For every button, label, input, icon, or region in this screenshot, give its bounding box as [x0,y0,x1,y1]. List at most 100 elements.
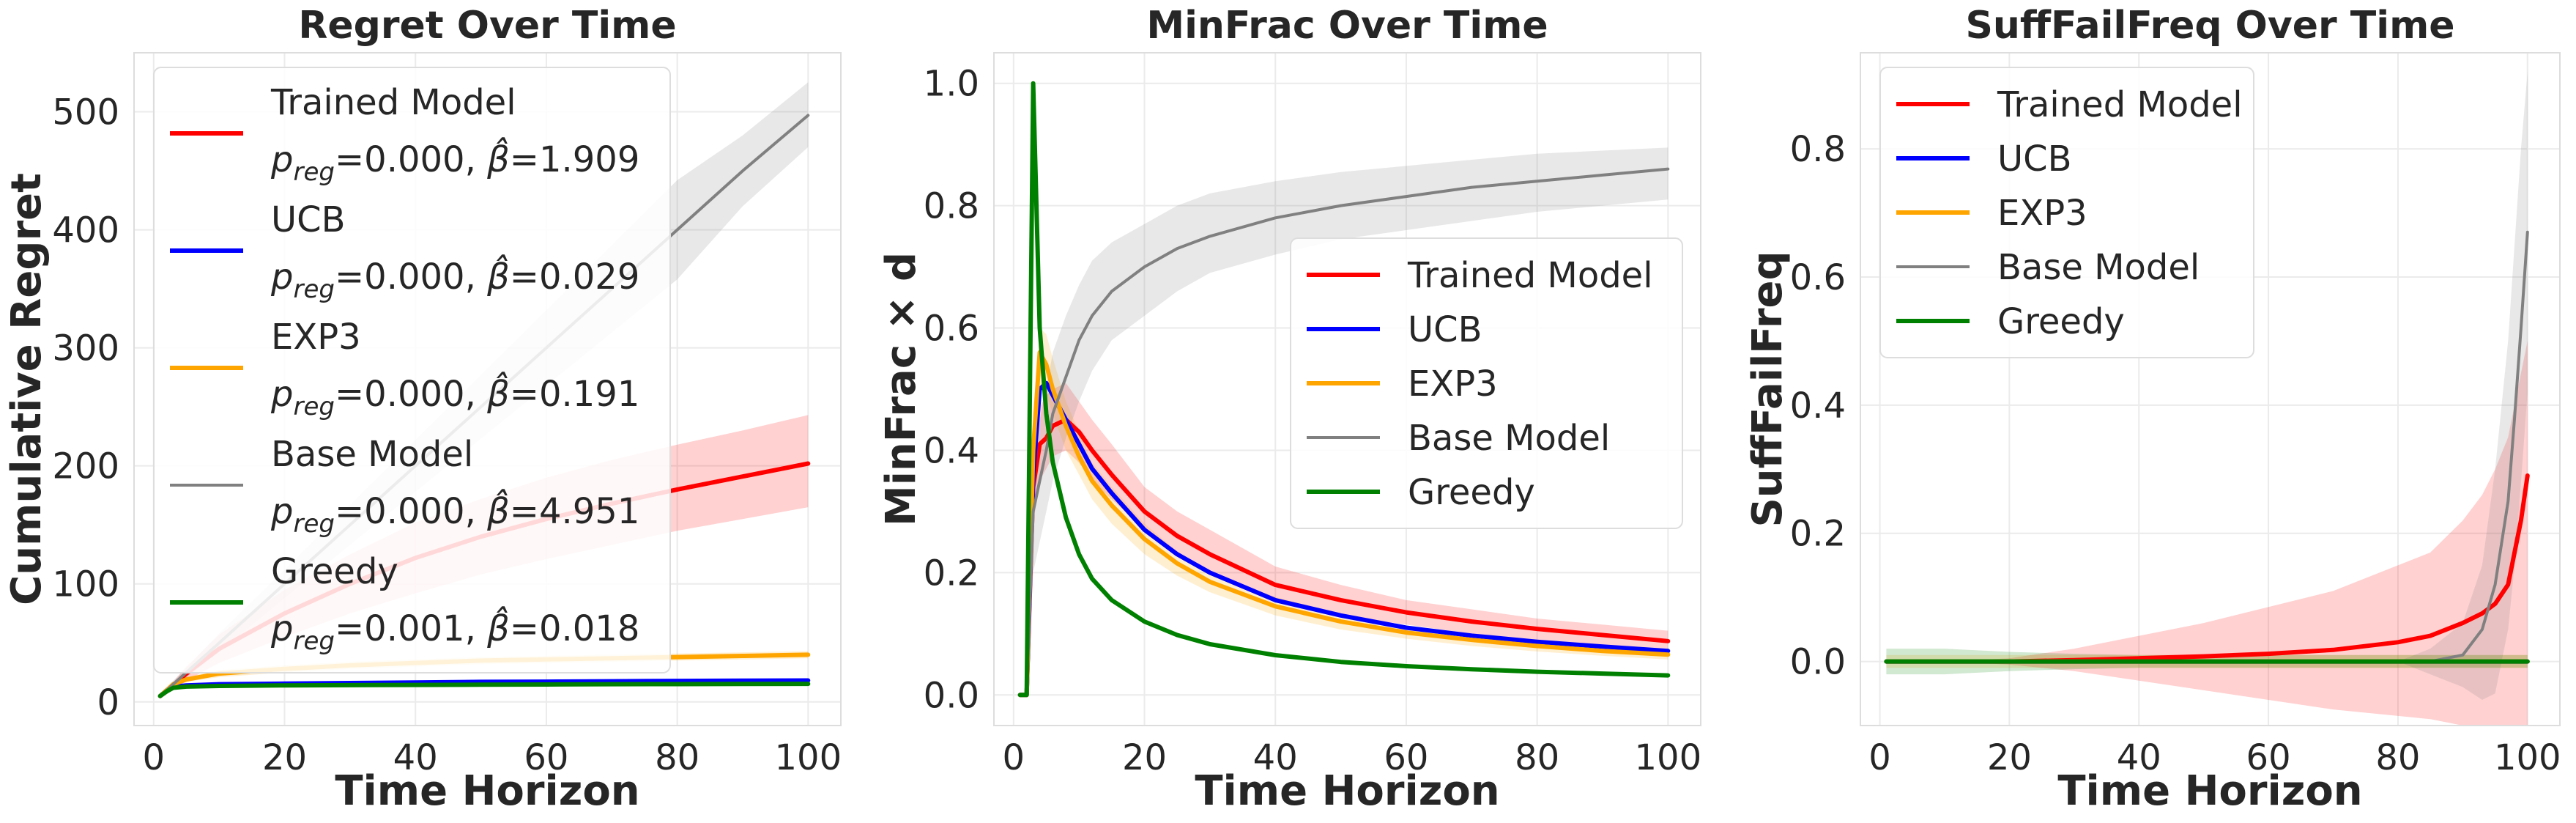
plot-frame [1860,52,2561,726]
legend-label: Base Model [1997,247,2200,288]
chart-panel-1: 0 20 40 60 80 100 0 100 200 300 400 500 Regret Over … [3,4,842,815]
x-tick-label: 0 [143,737,166,778]
legend-item: Trained Model preg=0.000, β̂=1.909 [170,82,639,187]
x-tick-label: 20 [1987,737,2032,778]
chart-title: MinFrac Over Time [1146,4,1548,48]
legend-label: Base Model [271,434,473,475]
y-axis-label: MinFrac × d [877,252,925,526]
series-line-ucb [1017,380,1671,698]
y-axis-label: SuffFailFreq [1744,251,1792,527]
confidence-band-base-model [1020,147,1669,695]
x-tick-label: 80 [2375,737,2420,778]
y-tick-label: 0.8 [924,186,979,227]
chart-panel-2: 0 20 40 60 80 100 0.0 0.2 0.4 0.6 0.8 1.0 MinFrac Ov… [877,4,1701,815]
y-tick-label: 500 [52,92,119,133]
grid [1860,53,2560,726]
y-tick-label: 200 [52,446,119,487]
legend-label: Trained Model [1407,255,1653,296]
legend-item: UCB preg=0.000, β̂=0.029 [170,199,639,304]
x-axis-label: Time Horizon [1195,767,1499,815]
series-line-greedy [1017,81,1671,698]
x-tick-label: 60 [1384,737,1428,778]
legend-box [1290,237,1683,529]
y-tick-label: 300 [52,328,119,369]
x-tick-label: 20 [262,737,307,778]
legend-label: Greedy [1408,472,1535,513]
plot-frame [993,52,1701,726]
x-axis-label: Time Horizon [2057,767,2362,815]
y-tick-label: 0.6 [1790,257,1846,298]
legend-annotation: preg=0.000, β̂=0.029 [270,254,639,304]
y-tick-label: 400 [52,210,119,251]
x-tick-label: 100 [1635,737,1702,778]
y-tick-label: 0.8 [1790,129,1846,170]
series-line-base-model [1018,167,1670,697]
series-line-trained-model [1017,417,1671,698]
y-tick-label: 0.6 [924,309,979,350]
legend-item: Base Model [1307,418,1610,459]
x-tick-label: 0 [1868,737,1891,778]
legend-item: UCB [1307,309,1482,350]
legend-label: UCB [1408,309,1482,350]
legend-label: Greedy [1997,301,2125,342]
legend-annotation: preg=0.000, β̂=0.191 [270,371,639,421]
y-tick-label: 0.0 [1790,642,1846,683]
legend-item: EXP3 [1896,193,2087,234]
legend-label: UCB [271,199,346,240]
x-tick-label: 40 [2117,737,2161,778]
x-tick-label: 0 [1003,737,1025,778]
x-tick-label: 60 [2246,737,2291,778]
x-tick-label: 20 [1122,737,1167,778]
legend-label: UCB [1997,139,2072,180]
confidence-band-base-model [1886,72,2528,700]
chart-title: Regret Over Time [298,4,676,48]
x-tick-label: 80 [655,737,699,778]
plot-frame [133,52,842,726]
legend-label: EXP3 [1997,193,2087,234]
y-tick-label: 0.4 [1790,385,1846,427]
legend-item: Greedy [1307,472,1535,513]
legend-item: Greedy preg=0.001, β̂=0.018 [170,551,639,656]
legend-label: Trained Model [1997,84,2243,125]
legend-box [1879,67,2254,358]
legend-label: Greedy [271,551,398,592]
y-tick-label: 0.2 [1790,514,1846,555]
legend-item: EXP3 preg=0.000, β̂=0.191 [170,317,639,421]
legend-item: Greedy [1896,301,2125,342]
legend-item: Trained Model [1307,255,1653,296]
y-tick-label: 0.4 [924,430,979,471]
legend-label: Trained Model [270,82,516,123]
confidence-band-trained-model [1886,341,2528,726]
y-axis-label: Cumulative Regret [3,173,51,605]
chart-title: SuffFailFreq Over Time [1965,4,2454,48]
plot-content [1017,81,1671,698]
chart-panel-3: 0 20 40 60 80 100 0.0 0.2 0.4 0.6 0.8 SuffFailFreq … [1744,4,2561,815]
y-tick-label: 0.0 [924,675,979,716]
x-tick-label: 100 [775,737,842,778]
legend-item: Trained Model [1896,84,2243,125]
x-axis-label: Time Horizon [335,767,639,815]
legend-item: Base Model [1896,247,2200,288]
plot-content [1884,72,2530,726]
series-line-greedy [157,682,811,698]
y-tick-label: 1.0 [924,64,979,105]
confidence-band-trained-model [1020,383,1669,695]
legend-item: EXP3 [1307,363,1498,405]
legend: Trained Model UCB EXP3 Base Model Greedy [1290,237,1683,529]
legend-item: Base Model preg=0.000, β̂=4.951 [170,434,639,539]
legend-annotation: preg=0.000, β̂=4.951 [270,488,639,539]
legend-label: Base Model [1408,418,1610,459]
x-tick-label: 40 [1253,737,1298,778]
legend-label: EXP3 [271,317,361,358]
legend-box [153,67,671,673]
x-tick-label: 60 [524,737,568,778]
legend-label: EXP3 [1408,363,1498,405]
legend-annotation: preg=0.000, β̂=1.909 [270,136,639,187]
y-tick-label: 100 [52,564,119,605]
legend-annotation: preg=0.001, β̂=0.018 [270,605,639,656]
x-tick-label: 40 [393,737,438,778]
legend: Trained Model UCB EXP3 Base Model Greedy [1879,67,2254,358]
y-tick-label: 0.2 [924,553,979,594]
legend: Trained Model preg=0.000, β̂=1.909 UCB preg… [153,67,671,673]
